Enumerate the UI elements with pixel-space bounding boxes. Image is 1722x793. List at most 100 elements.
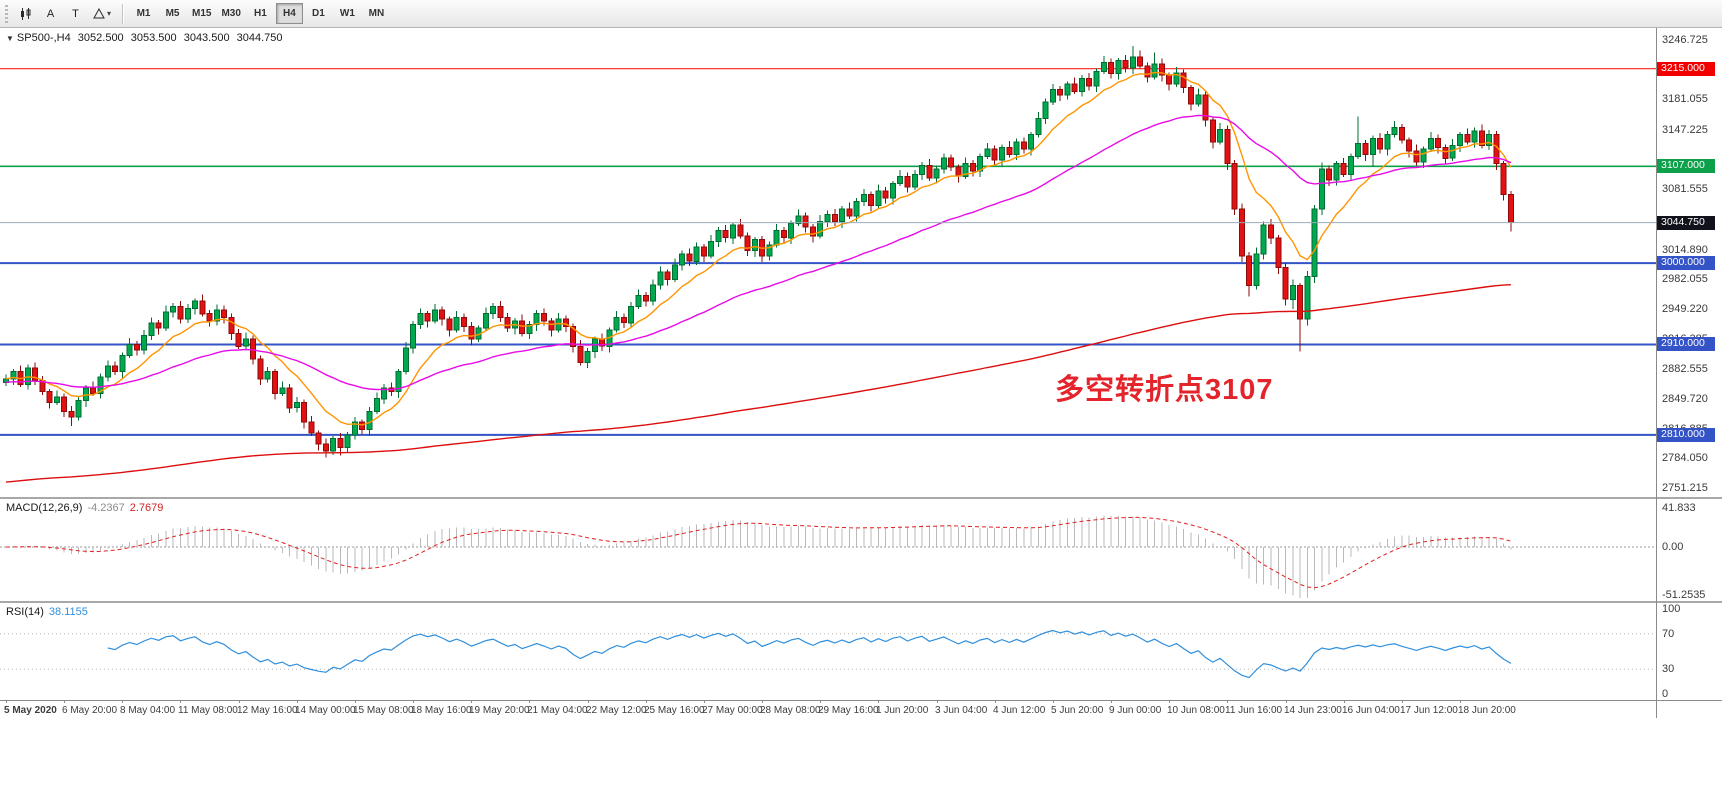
candle	[1246, 255, 1253, 287]
moving-average-medium	[5, 114, 1512, 391]
candle	[1108, 61, 1114, 74]
time-label: 17 Jun 12:00	[1400, 705, 1458, 716]
time-label: 4 Jun 12:00	[993, 705, 1046, 716]
candle	[1238, 208, 1245, 257]
timeframe-button-mn[interactable]: MN	[363, 3, 390, 24]
timeframe-buttons: M1 M5 M15 M30 H1 H4 D1 W1 MN	[129, 3, 391, 24]
text-tool-button[interactable]: T	[64, 3, 87, 24]
candle	[97, 376, 104, 394]
panel-splitter[interactable]	[0, 601, 1722, 603]
time-tick	[995, 700, 996, 703]
price-tick: 3246.725	[1662, 34, 1708, 46]
time-label: 19 May 20:00	[469, 705, 530, 716]
time-label: 5 Jun 20:00	[1051, 705, 1104, 716]
candle	[104, 365, 111, 378]
candle	[1151, 63, 1158, 78]
rsi-tick: 70	[1662, 628, 1675, 640]
price-axis[interactable]: 3246.725 3181.055 3147.225 3081.555 3014.890…	[1657, 28, 1722, 718]
price-badge[interactable]: 3000.000	[1657, 256, 1715, 270]
price-tick: 3181.055	[1662, 93, 1708, 105]
candle	[1442, 146, 1449, 159]
candle	[1486, 134, 1493, 147]
timeframe-button-m5[interactable]: M5	[159, 3, 186, 24]
candle	[519, 320, 526, 335]
toolbar-grip[interactable]	[5, 4, 8, 23]
candle	[1457, 134, 1463, 147]
candle	[504, 316, 511, 329]
price-badge[interactable]: 2810.000	[1657, 428, 1715, 442]
candle	[1224, 128, 1231, 165]
candle	[635, 295, 642, 308]
candle	[352, 421, 358, 436]
price-chart-plot[interactable]	[0, 28, 1656, 497]
font-tool-button[interactable]: A	[39, 3, 62, 24]
time-tick	[646, 700, 647, 703]
timeframe-button-m30[interactable]: M30	[217, 3, 244, 24]
time-axis[interactable]: 5 May 2020 6 May 20:00 8 May 04:00 11 May 0…	[0, 700, 1656, 718]
time-label: 29 May 16:00	[818, 705, 879, 716]
price-badge[interactable]: 3215.000	[1657, 62, 1715, 76]
candle	[1384, 134, 1391, 150]
candle	[708, 240, 715, 257]
chart-area[interactable]: ▼ SP500-,H4 3052.500 3053.500 3043.500 30…	[0, 28, 1722, 793]
candle	[1115, 60, 1122, 74]
timeframe-button-h1[interactable]: H1	[247, 3, 274, 24]
candle	[810, 226, 816, 237]
candle	[141, 334, 148, 351]
timeframe-button-h4[interactable]: H4	[275, 3, 303, 24]
panel-splitter[interactable]	[0, 497, 1722, 499]
candle	[773, 230, 780, 246]
candle	[192, 300, 198, 309]
candle	[1006, 146, 1013, 156]
time-tick	[878, 700, 879, 703]
timeframe-button-m1[interactable]: M1	[130, 3, 157, 24]
candle	[620, 316, 627, 324]
candle	[584, 351, 591, 364]
candle	[1507, 193, 1514, 224]
shapes-icon	[93, 7, 105, 18]
candle	[1020, 141, 1027, 150]
rsi-tick: 100	[1662, 603, 1681, 615]
price-badge[interactable]: 3044.750	[1657, 216, 1715, 230]
candle	[817, 221, 824, 237]
candle	[235, 333, 242, 347]
candle	[744, 235, 751, 251]
timeframe-button-d1[interactable]: D1	[305, 3, 332, 24]
candle	[439, 309, 446, 320]
macd-value: -4.2367	[87, 502, 125, 514]
candle	[301, 401, 308, 423]
rsi-title: RSI(14)	[6, 606, 44, 618]
price-tick: 2784.050	[1662, 452, 1708, 464]
candle	[1144, 65, 1151, 78]
candle	[919, 164, 925, 175]
candle	[242, 338, 249, 347]
timeframe-button-m15[interactable]: M15	[188, 3, 215, 24]
candle	[686, 253, 693, 262]
chart-annotation-text: 多空转折点3107	[1055, 374, 1274, 406]
candle	[737, 224, 744, 237]
time-tick	[413, 700, 414, 703]
candle	[1057, 89, 1064, 96]
macd-indicator-plot[interactable]	[0, 499, 1656, 601]
candle	[1028, 134, 1035, 150]
candle	[1471, 130, 1478, 143]
draw-tools-dropdown[interactable]: ▾	[89, 3, 115, 24]
timeframe-button-w1[interactable]: W1	[334, 3, 361, 24]
candle	[1166, 74, 1173, 85]
bar-close-value: 3044.750	[236, 32, 283, 44]
candle	[999, 146, 1005, 161]
time-label: 18 Jun 20:00	[1458, 705, 1516, 716]
candle	[177, 306, 184, 320]
chart-mode-button[interactable]	[14, 3, 37, 24]
price-badge[interactable]: 2910.000	[1657, 337, 1715, 351]
time-label: 10 Jun 08:00	[1167, 705, 1225, 716]
candle	[1464, 134, 1471, 143]
candle	[671, 264, 678, 280]
candle	[1369, 137, 1376, 156]
time-tick	[937, 700, 938, 703]
price-badge[interactable]: 3107.000	[1657, 159, 1715, 173]
price-tick: 2949.220	[1662, 303, 1708, 315]
rsi-indicator-plot[interactable]	[0, 603, 1656, 700]
candle	[984, 148, 991, 157]
candle	[1086, 78, 1093, 87]
